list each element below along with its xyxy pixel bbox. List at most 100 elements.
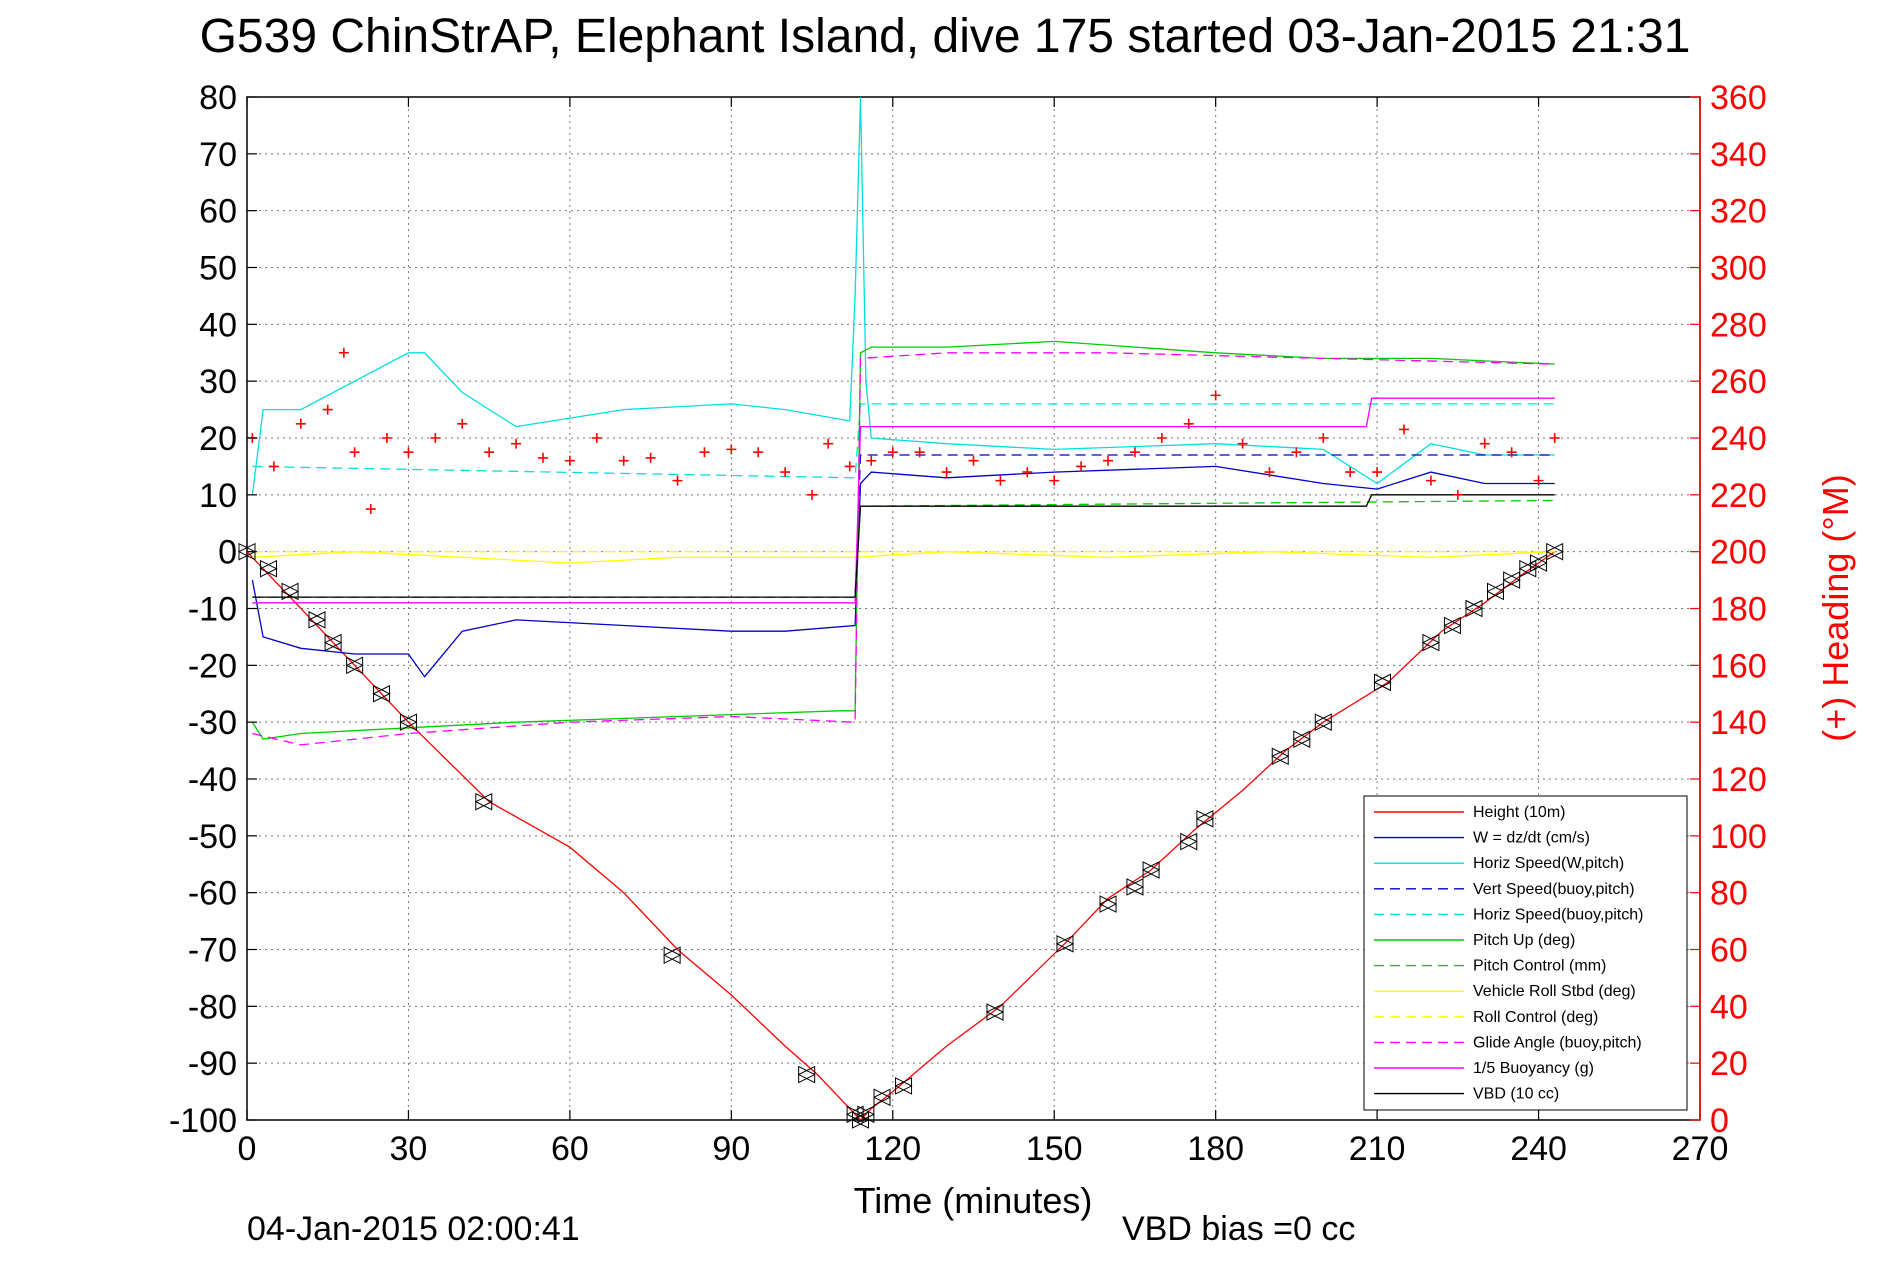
position-marker	[1098, 895, 1117, 913]
y-tick-label: 70	[199, 136, 237, 174]
heading-point	[844, 461, 855, 472]
right-tick-label: 60	[1710, 932, 1748, 970]
x-axis-ticks: 0 30 60 90 120 150 180 210 240 270	[238, 97, 1729, 1168]
heading-point	[365, 504, 376, 515]
right-tick-label: 20	[1710, 1045, 1748, 1083]
right-tick-label: 160	[1710, 647, 1767, 685]
y-tick-label: 10	[199, 477, 237, 515]
y-tick-label: 60	[199, 193, 237, 231]
x-tick-label: 30	[390, 1130, 428, 1168]
position-marker	[1545, 542, 1564, 561]
position-marker	[1125, 878, 1144, 896]
heading-point	[591, 433, 602, 443]
heading-point	[1210, 390, 1221, 401]
position-marker	[1502, 571, 1521, 589]
footer-timestamp: 04-Jan-2015 02:00:41	[247, 1210, 580, 1248]
legend-label: Vehicle Roll Stbd (deg)	[1473, 983, 1636, 1000]
right-tick-label: 280	[1710, 306, 1767, 344]
position-marker	[323, 633, 342, 652]
heading-point	[1156, 433, 1167, 443]
x-tick-label: 240	[1510, 1130, 1567, 1168]
position-marker	[1141, 861, 1160, 879]
heading-point	[537, 452, 548, 463]
heading-point	[1237, 438, 1248, 449]
heading-point	[1479, 438, 1490, 449]
position-marker	[345, 656, 364, 675]
right-tick-label: 240	[1710, 420, 1767, 458]
heading-point	[1264, 467, 1275, 478]
position-marker	[1195, 809, 1214, 828]
position-marker	[1486, 582, 1504, 601]
right-tick-label: 300	[1710, 250, 1767, 288]
right-tick-label: 220	[1710, 477, 1767, 515]
heading-point	[1318, 433, 1329, 443]
heading-point	[338, 347, 349, 358]
heading-point	[403, 447, 414, 458]
right-tick-label: 100	[1710, 818, 1767, 856]
heading-point	[1022, 467, 1033, 478]
legend-label: Glide Angle (buoy,pitch)	[1473, 1034, 1642, 1051]
position-marker	[1529, 554, 1548, 572]
position-marker	[399, 713, 417, 731]
chart-title: G539 ChinStrAP, Elephant Island, dive 17…	[200, 10, 1691, 63]
heading-point	[866, 455, 877, 466]
heading-point	[995, 475, 1006, 486]
legend-label: Roll Control (deg)	[1473, 1009, 1598, 1026]
heading-point	[753, 447, 764, 458]
legend-label: 1/5 Buoyancy (g)	[1473, 1060, 1594, 1077]
x-tick-label: 210	[1349, 1130, 1406, 1168]
heading-point	[645, 452, 656, 463]
right-tick-label: 40	[1710, 988, 1748, 1026]
legend-label: Height (10m)	[1473, 804, 1565, 821]
series-line-7	[252, 551, 1555, 564]
y-tick-label: -10	[188, 591, 237, 629]
x-tick-label: 120	[864, 1130, 921, 1168]
legend: Height (10m) W = dz/dt (cm/s) Horiz Speed(…	[1363, 795, 1688, 1111]
position-marker	[1292, 730, 1311, 749]
position-marker	[663, 946, 681, 964]
y-tick-label: 50	[199, 250, 237, 288]
heading-point	[1183, 418, 1194, 429]
position-marker	[474, 792, 493, 811]
position-marker	[307, 611, 326, 629]
position-marker	[1179, 832, 1198, 851]
y-tick-label: 30	[199, 363, 237, 401]
heading-point	[1103, 455, 1114, 466]
position-marker	[372, 684, 391, 703]
heading-layer	[247, 347, 1560, 515]
x-tick-label: 270	[1672, 1130, 1729, 1168]
series-line-1	[251, 465, 1555, 678]
heading-point	[941, 467, 952, 478]
right-axis-label: (+) Heading (°M)	[1815, 474, 1856, 741]
heading-point	[968, 455, 979, 466]
legend-label: Horiz Speed(W,pitch)	[1473, 855, 1624, 872]
series-line-10	[252, 397, 1555, 604]
y-tick-label: 0	[218, 534, 237, 572]
heading-point	[1129, 447, 1140, 458]
right-tick-label: 0	[1710, 1102, 1729, 1140]
y-tick-label: 40	[199, 306, 237, 344]
x-tick-label: 180	[1187, 1130, 1244, 1168]
position-marker	[1271, 747, 1289, 766]
right-tick-label: 340	[1710, 136, 1767, 174]
heading-point	[564, 455, 575, 466]
heading-point	[914, 447, 925, 458]
heading-point	[823, 438, 834, 449]
y-axis-ticks: 80 70 60 50 40 30 20 10 0 -10 -20 -30 -40 -50 -60 -70 -8…	[169, 79, 257, 1140]
y-tick-label: -80	[188, 988, 237, 1026]
footer-vbd-bias: VBD bias =0 cc	[1122, 1210, 1355, 1248]
y-tick-label: 20	[199, 420, 237, 458]
position-marker	[1464, 599, 1483, 618]
legend-label: Horiz Speed(buoy,pitch)	[1473, 906, 1643, 923]
series-line-9	[252, 352, 1555, 746]
y-tick-label: -60	[188, 875, 237, 913]
legend-label: Vert Speed(buoy,pitch)	[1473, 881, 1635, 898]
y-tick-label: -70	[188, 932, 237, 970]
heading-point	[430, 433, 441, 443]
heading-point	[1452, 489, 1463, 500]
x-tick-label: 90	[712, 1130, 750, 1168]
position-marker	[259, 559, 278, 578]
heading-point	[1345, 467, 1356, 478]
legend-label: Pitch Up (deg)	[1473, 932, 1575, 949]
heading-point	[1291, 447, 1302, 458]
